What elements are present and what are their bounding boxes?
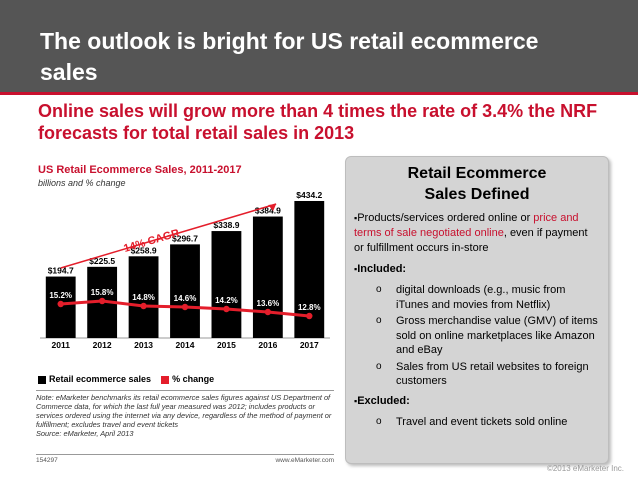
change-point xyxy=(98,297,106,305)
chart-footer: 154297 www.eMarketer.com xyxy=(36,454,334,464)
included-list: digital downloads (e.g., music from iTun… xyxy=(376,283,600,389)
panel-title: Retail Ecommerce Sales Defined xyxy=(407,165,547,203)
definition-text: Products/services ordered online or pric… xyxy=(354,211,600,256)
change-point xyxy=(181,303,189,311)
legend-item-sales: Retail ecommerce sales xyxy=(38,374,151,384)
bar-value-label: $194.7 xyxy=(48,266,74,276)
chart-legend: Retail ecommerce sales % change xyxy=(38,374,214,384)
slide-header: The outlook is bright for US retail ecom… xyxy=(0,0,638,95)
change-value-label: 12.8% xyxy=(298,303,321,312)
bar-value-label: $384.9 xyxy=(255,206,281,216)
x-tick-label: 2013 xyxy=(134,340,153,350)
chart-id: 154297 xyxy=(36,457,58,464)
x-tick-label: 2011 xyxy=(51,340,70,350)
chart-note-text: Note: eMarketer benchmarks its retail ec… xyxy=(36,393,332,429)
change-point xyxy=(140,302,147,310)
change-value-label: 14.8% xyxy=(132,293,155,302)
x-tick-label: 2012 xyxy=(93,340,112,350)
legend-item-change: % change xyxy=(161,374,214,384)
included-item: Sales from US retail websites to foreign… xyxy=(376,360,600,389)
legend-swatch-sales xyxy=(38,375,46,384)
chart-title: US Retail Ecommerce Sales, 2011-2017 xyxy=(38,164,242,176)
change-point xyxy=(223,305,230,313)
change-value-label: 13.6% xyxy=(257,299,280,308)
x-tick-label: 2015 xyxy=(217,340,236,350)
bar-value-label: $434.2 xyxy=(296,190,322,200)
chart-subtitle: billions and % change xyxy=(38,178,126,188)
chart-website: www.eMarketer.com xyxy=(275,457,334,464)
bar xyxy=(252,216,283,338)
x-tick-label: 2016 xyxy=(258,340,277,350)
bar xyxy=(128,256,159,338)
slide-subtitle: Online sales will grow more than 4 times… xyxy=(38,101,598,143)
bar-value-label: $338.9 xyxy=(213,220,239,230)
copyright: ©2013 eMarketer Inc. xyxy=(546,464,624,473)
chart-container: US Retail Ecommerce Sales, 2011-2017 bil… xyxy=(34,158,336,468)
bar-line-chart: $194.7 2011 $225.5 2012 $258.9 2013 $296.7 2014… xyxy=(40,190,330,350)
change-point xyxy=(57,300,64,308)
legend-swatch-change xyxy=(161,375,170,384)
change-value-label: 14.6% xyxy=(174,294,197,303)
change-value-label: 15.8% xyxy=(91,288,114,297)
excluded-item: Travel and event tickets sold online xyxy=(376,415,600,430)
bar-value-label: $258.9 xyxy=(131,245,157,255)
excluded-list: Travel and event tickets sold online xyxy=(376,415,600,430)
included-item: Gross merchandise value (GMV) of items s… xyxy=(376,314,600,358)
excluded-label: Excluded: xyxy=(354,394,600,409)
bar-value-label: $296.7 xyxy=(172,233,198,243)
slide-title: The outlook is bright for US retail ecom… xyxy=(40,28,539,85)
chart-note: Note: eMarketer benchmarks its retail ec… xyxy=(36,390,334,452)
change-point xyxy=(306,312,313,320)
change-value-label: 15.2% xyxy=(49,291,72,300)
cagr-arrow-line xyxy=(60,203,277,269)
included-item: digital downloads (e.g., music from iTun… xyxy=(376,283,600,312)
change-value-label: 14.2% xyxy=(215,296,238,305)
x-tick-label: 2014 xyxy=(176,340,195,350)
chart-source: Source: eMarketer, April 2013 xyxy=(36,429,134,438)
bar xyxy=(170,244,200,338)
cagr-arrowhead xyxy=(268,204,277,211)
change-point xyxy=(264,308,272,316)
bar-value-label: $225.5 xyxy=(89,256,115,266)
x-tick-label: 2017 xyxy=(300,340,319,350)
bar xyxy=(45,276,76,338)
bar xyxy=(211,231,242,338)
included-label: Included: xyxy=(354,262,600,277)
